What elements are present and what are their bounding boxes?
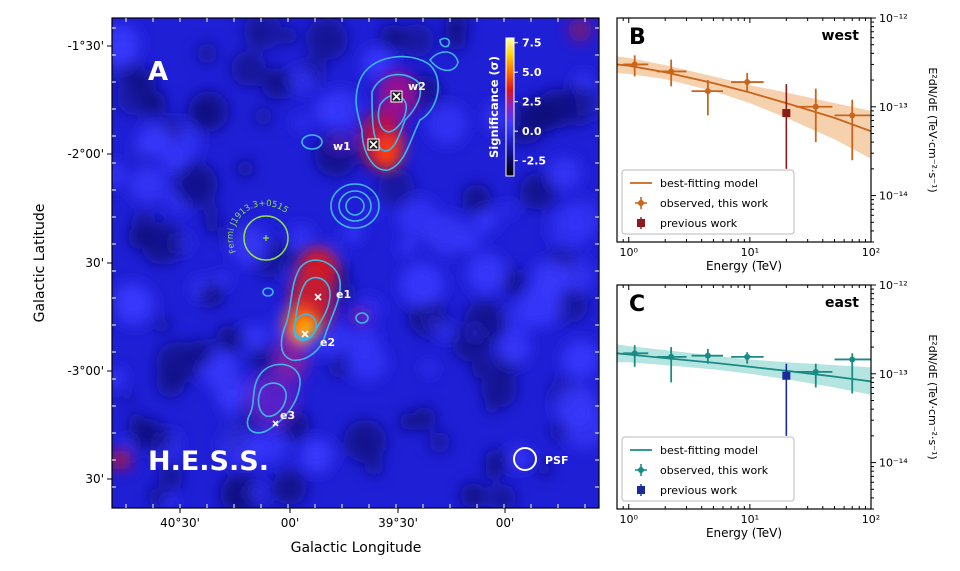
legend: best-fitting model observed, this work pre…: [621, 436, 795, 502]
legend: best-fitting model observed, this work pre…: [621, 169, 795, 235]
observed-point: [834, 99, 871, 161]
colorbar-tick-label: 5.0: [522, 66, 542, 79]
map-xtick-label: 39°30': [378, 516, 418, 530]
legend-label: previous work: [660, 484, 738, 497]
source-w2: w2: [390, 80, 426, 103]
fermi-marker: [263, 235, 269, 241]
y-tick-label: 10⁻¹²: [879, 279, 908, 292]
x-tick-label: 10⁰: [620, 513, 639, 526]
legend-label: previous work: [660, 217, 738, 230]
y-axis-ticks: 10⁻¹² 10⁻¹³ 10⁻¹⁴: [871, 12, 908, 243]
source-markers: w2 w1 e1 e2 e3: [272, 80, 426, 427]
significance-map: Fermi J1913.3+0515 w2 w1 e1: [112, 18, 599, 508]
source-e1: e1: [314, 288, 351, 301]
panel-label: B: [629, 25, 646, 50]
colorbar-ramp: [505, 37, 515, 177]
colorbar-tick-label: 0.0: [522, 125, 542, 138]
map-ytick-label: 30': [85, 256, 104, 270]
x-tick-label: 10⁰: [620, 246, 639, 259]
legend-label: best-fitting model: [660, 444, 758, 457]
psf-circle: [513, 447, 537, 471]
map-xtick-label: 00': [496, 516, 515, 530]
colorbar-label: Significance (σ): [487, 56, 501, 158]
y-tick-label: 10⁻¹³: [879, 368, 908, 381]
source-label-w2: w2: [408, 80, 426, 93]
panel-c: 10⁰ 10¹ 10² 10⁻¹² 10⁻¹³ 10⁻¹⁴ Energy (TeV) E²dN…: [616, 279, 939, 540]
legend-label: observed, this work: [660, 464, 769, 477]
map-xtick-label: 40°30': [160, 516, 200, 530]
map-ytick-label: -1°30': [67, 39, 104, 53]
spectrum-ylabel: E²dN/dE (TeV·cm⁻²·s⁻¹): [926, 67, 939, 192]
panel-label: C: [629, 292, 645, 317]
colorbar-tick-label: -2.5: [522, 155, 546, 168]
map-ylabel: Galactic Latitude: [32, 204, 48, 323]
source-label-e2: e2: [320, 336, 335, 349]
panel-a: Fermi J1913.3+0515 w2 w1 e1: [32, 17, 600, 556]
x-tick-label: 10²: [862, 513, 880, 526]
observed-point: [731, 73, 764, 92]
spectrum-xlabel: Energy (TeV): [706, 259, 782, 273]
x-axis-ticks: 10⁰ 10¹ 10²: [616, 285, 880, 526]
previous-work-point: [782, 363, 791, 436]
legend-label: observed, this work: [660, 197, 769, 210]
map-ytick-label: 30': [85, 472, 104, 486]
fermi-circle: [243, 215, 289, 261]
observed-point: [623, 345, 649, 367]
map-xlabel: Galactic Longitude: [291, 540, 422, 556]
observed-point: [656, 347, 687, 383]
source-label-w1: w1: [333, 140, 351, 153]
emission-contours: [246, 37, 459, 434]
colorbar-tick-label: 7.5: [522, 37, 542, 50]
y-axis-ticks: 10⁻¹² 10⁻¹³ 10⁻¹⁴: [871, 279, 908, 510]
region-label: west: [822, 28, 860, 44]
observed-point: [691, 80, 723, 116]
y-tick-label: 10⁻¹²: [879, 12, 908, 25]
panel-a-label: A: [148, 57, 168, 87]
map-axis-ticks: 40°30' 00' 39°30' 00' -1°30' -2°00' 30' -3°00' 3…: [67, 18, 599, 530]
source-e3: e3: [272, 409, 295, 427]
y-tick-label: 10⁻¹³: [879, 101, 908, 114]
y-tick-label: 10⁻¹⁴: [879, 457, 908, 470]
observed-point: [731, 352, 764, 364]
legend-label: best-fitting model: [660, 177, 758, 190]
source-label-e3: e3: [280, 409, 295, 422]
colorbar-ticks: 7.5 5.0 2.5 0.0 -2.5: [514, 37, 546, 168]
source-e2: e2: [301, 330, 335, 349]
map-xtick-label: 00': [281, 516, 300, 530]
observed-point: [656, 59, 687, 87]
x-tick-label: 10²: [862, 246, 880, 259]
spectrum-xlabel: Energy (TeV): [706, 526, 782, 540]
colorbar: 7.5 5.0 2.5 0.0 -2.5 Significance (σ): [487, 37, 546, 177]
colorbar-tick-label: 2.5: [522, 96, 542, 109]
instrument-label: H.E.S.S.: [148, 446, 269, 477]
x-axis-ticks: 10⁰ 10¹ 10²: [616, 18, 880, 259]
spectrum-ylabel: E²dN/dE (TeV·cm⁻²·s⁻¹): [926, 334, 939, 459]
x-tick-label: 10¹: [741, 246, 759, 259]
observed-point: [795, 88, 833, 143]
observed-point: [834, 353, 871, 394]
region-label: east: [825, 295, 859, 311]
observed-point: [795, 363, 833, 388]
map-ytick-label: -3°00': [67, 364, 104, 378]
previous-work-point: [782, 84, 791, 169]
source-label-e1: e1: [336, 288, 351, 301]
panel-b: 10⁰ 10¹ 10² 10⁻¹² 10⁻¹³ 10⁻¹⁴ Energy (TeV) E²dN…: [616, 12, 939, 273]
model-uncertainty-band: [617, 56, 871, 159]
map-ytick-label: -2°00': [67, 147, 104, 161]
y-tick-label: 10⁻¹⁴: [879, 190, 908, 203]
observed-point: [691, 349, 723, 364]
source-w1: w1: [333, 138, 380, 153]
model-uncertainty-band: [617, 344, 871, 395]
observed-point: [623, 55, 649, 77]
x-tick-label: 10¹: [741, 513, 759, 526]
psf-label: PSF: [545, 454, 569, 467]
